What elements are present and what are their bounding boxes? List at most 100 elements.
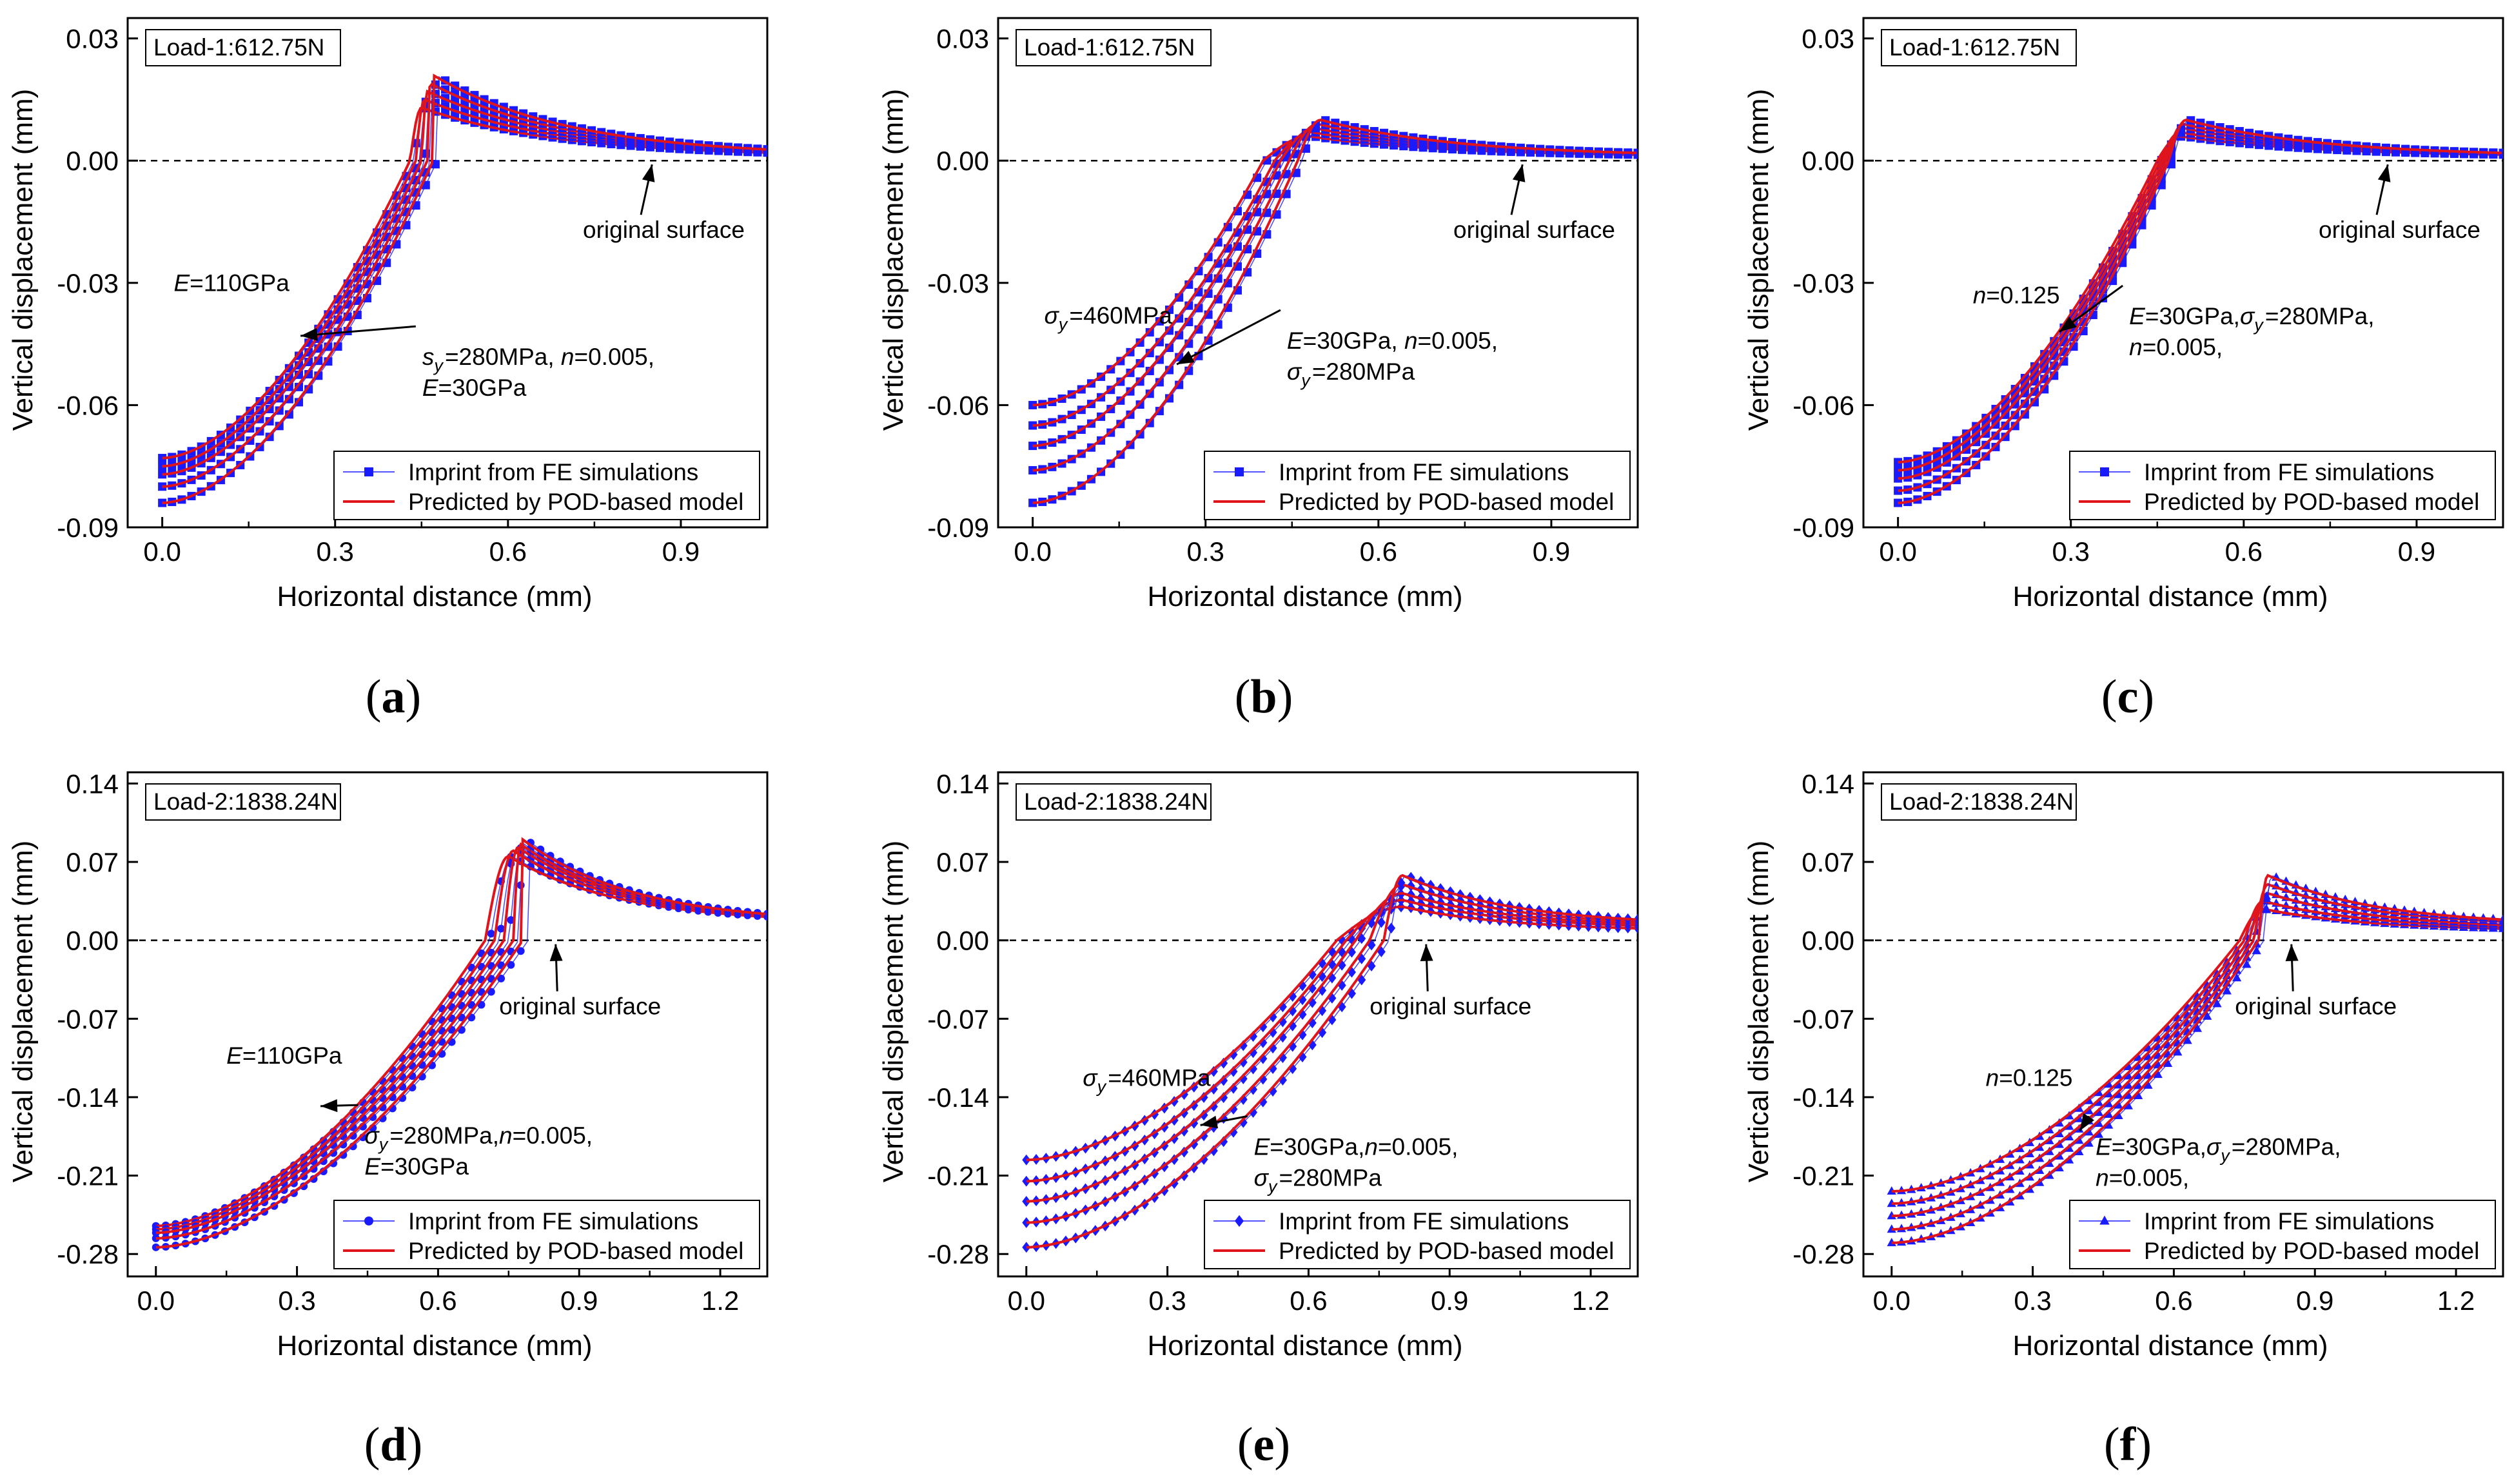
pod-line bbox=[1026, 883, 1636, 1224]
panel-caption: (b) bbox=[1235, 670, 1293, 723]
x-tick-label: 1.2 bbox=[1572, 1285, 1609, 1316]
fe-marker bbox=[2123, 1100, 2133, 1109]
plot-frame bbox=[126, 771, 769, 1278]
x-axis-title: Horizontal distance (mm) bbox=[1147, 581, 1462, 612]
y-axis-title: Vertical displacement (mm) bbox=[1743, 89, 1774, 431]
panel-caption: (a) bbox=[366, 670, 421, 723]
parameter-to-label-1: sy =280MPa, n=0.005, bbox=[422, 344, 654, 375]
y-tick-label: 0.00 bbox=[936, 146, 989, 176]
x-tick-label: 0.9 bbox=[2296, 1285, 2333, 1316]
series-curve-2 bbox=[1887, 896, 2503, 1207]
annotations: original surface E=110GPa σy =280MPa,n=0.0… bbox=[226, 944, 661, 1180]
original-surface-label: original surface bbox=[2235, 993, 2397, 1020]
parameter-from-label: σy =460MPa bbox=[1044, 302, 1172, 334]
pod-line bbox=[1026, 874, 1636, 1249]
fe-marker bbox=[2094, 1129, 2104, 1138]
y-tick-label: -0.07 bbox=[1792, 1004, 1854, 1034]
parameter-to-label-1: E=30GPa,σy =280MPa, bbox=[2129, 303, 2374, 335]
load-label-box bbox=[1881, 29, 2077, 66]
x-tick-label: 0.3 bbox=[1187, 536, 1224, 567]
load-label: Load-2:1838.24N bbox=[145, 783, 341, 821]
annotations: original surface σy =460MPa E=30GPa,n=0.00… bbox=[1083, 944, 1531, 1196]
fe-marker bbox=[1022, 1217, 1031, 1229]
fe-marker bbox=[2114, 1070, 2123, 1079]
surface-arrow-head bbox=[642, 164, 655, 182]
pod-line bbox=[162, 98, 767, 468]
plot-frame bbox=[1862, 771, 2504, 1278]
series-curve-3 bbox=[1028, 124, 1638, 451]
y-tick-label: 0.00 bbox=[1802, 926, 1854, 956]
fe-marker bbox=[1022, 1242, 1031, 1253]
plot-frame bbox=[997, 17, 1639, 529]
legend-box bbox=[333, 1200, 760, 1269]
fe-marker bbox=[1235, 467, 1244, 476]
panel-caption: (f) bbox=[2104, 1418, 2152, 1471]
pod-line bbox=[1891, 908, 2502, 1193]
fe-marker bbox=[2133, 1070, 2143, 1079]
legend-fe-label: Imprint from FE simulations bbox=[1279, 1208, 1569, 1235]
y-tick-label: -0.07 bbox=[57, 1004, 119, 1034]
original-surface-label: original surface bbox=[583, 217, 745, 243]
fe-marker bbox=[2114, 1080, 2123, 1089]
y-tick-label: -0.28 bbox=[1792, 1239, 1854, 1269]
load-label: Load-2:1838.24N bbox=[1881, 783, 2077, 821]
y-tick-label: 0.00 bbox=[66, 146, 119, 176]
x-tick-label: 0.6 bbox=[419, 1285, 457, 1316]
pod-line bbox=[155, 849, 766, 1231]
y-axis-title: Vertical displacement (mm) bbox=[1743, 841, 1774, 1183]
legend-box bbox=[2069, 1200, 2496, 1269]
pod-line bbox=[1026, 905, 1636, 1162]
series-curve-5 bbox=[1022, 872, 1638, 1253]
legend-fe-label: Imprint from FE simulations bbox=[408, 1208, 698, 1235]
fe-marker bbox=[2114, 1089, 2123, 1098]
x-tick-label: 0.3 bbox=[1148, 1285, 1186, 1316]
pod-line bbox=[1891, 874, 2502, 1244]
x-axis-title: Horizontal distance (mm) bbox=[277, 1330, 592, 1362]
fe-marker bbox=[2114, 1110, 2123, 1119]
fe-marker bbox=[2100, 467, 2109, 476]
load-label-text: Load-1:612.75N bbox=[1024, 34, 1195, 61]
panel-f: 0.0 0.3 0.6 0.9 1.2 0.14 0.07 0.00 -0.07 -0.14 -0.… bbox=[1743, 768, 2504, 1471]
legend-box bbox=[333, 451, 760, 520]
parameter-arrow-head bbox=[2059, 317, 2077, 332]
fe-marker bbox=[2203, 1011, 2212, 1020]
legend-fe-label: Imprint from FE simulations bbox=[2144, 459, 2434, 485]
fe-marker bbox=[2123, 1080, 2133, 1089]
fe-marker bbox=[2212, 999, 2222, 1008]
y-tick-label: 0.07 bbox=[1802, 847, 1854, 877]
plot-frame bbox=[126, 17, 769, 529]
legend-pod-label: Predicted by POD-based model bbox=[1279, 489, 1614, 515]
pod-line bbox=[1026, 892, 1636, 1203]
x-tick-label: 0.0 bbox=[137, 1285, 175, 1316]
surface-arrow-head bbox=[549, 944, 563, 961]
y-tick-label: 0.00 bbox=[936, 926, 989, 956]
legend: Imprint from FE simulations Predicted by … bbox=[333, 1200, 760, 1269]
pod-line bbox=[1026, 899, 1636, 1183]
legend-box bbox=[1204, 451, 1631, 520]
legend: Imprint from FE simulations Predicted by … bbox=[2069, 1200, 2496, 1269]
original-surface-label: original surface bbox=[1453, 217, 1615, 243]
load-label: Load-1:612.75N bbox=[145, 29, 341, 66]
x-tick-label: 0.3 bbox=[278, 1285, 315, 1316]
y-tick-label: 0.14 bbox=[936, 768, 989, 799]
y-tick-label: -0.14 bbox=[927, 1082, 989, 1113]
load-label-box bbox=[1016, 783, 1212, 821]
parameter-arrow-head bbox=[1200, 1115, 1219, 1129]
original-surface-label: original surface bbox=[1370, 993, 1531, 1020]
y-tick-label: -0.06 bbox=[57, 390, 119, 420]
fe-marker bbox=[2104, 1089, 2114, 1098]
fe-marker bbox=[2104, 1109, 2114, 1118]
parameter-to-label-1: E=30GPa,σy =280MPa, bbox=[2096, 1133, 2341, 1165]
x-tick-label: 0.9 bbox=[662, 536, 700, 567]
panel-b: 0.0 0.3 0.6 0.9 0.03 0.00 -0.03 -0.06 -0.09 Horiz… bbox=[878, 17, 1639, 723]
x-tick-label: 0.6 bbox=[2225, 536, 2263, 567]
legend-box bbox=[2069, 451, 2496, 520]
pod-line bbox=[162, 106, 767, 460]
series-curve-5 bbox=[1894, 116, 2503, 507]
x-axis-title: Horizontal distance (mm) bbox=[2012, 581, 2328, 612]
legend: Imprint from FE simulations Predicted by … bbox=[1204, 1200, 1631, 1269]
y-tick-label: -0.03 bbox=[927, 268, 989, 298]
pod-line bbox=[155, 855, 766, 1227]
x-tick-label: 0.3 bbox=[2052, 536, 2090, 567]
original-surface-label: original surface bbox=[2319, 217, 2480, 243]
